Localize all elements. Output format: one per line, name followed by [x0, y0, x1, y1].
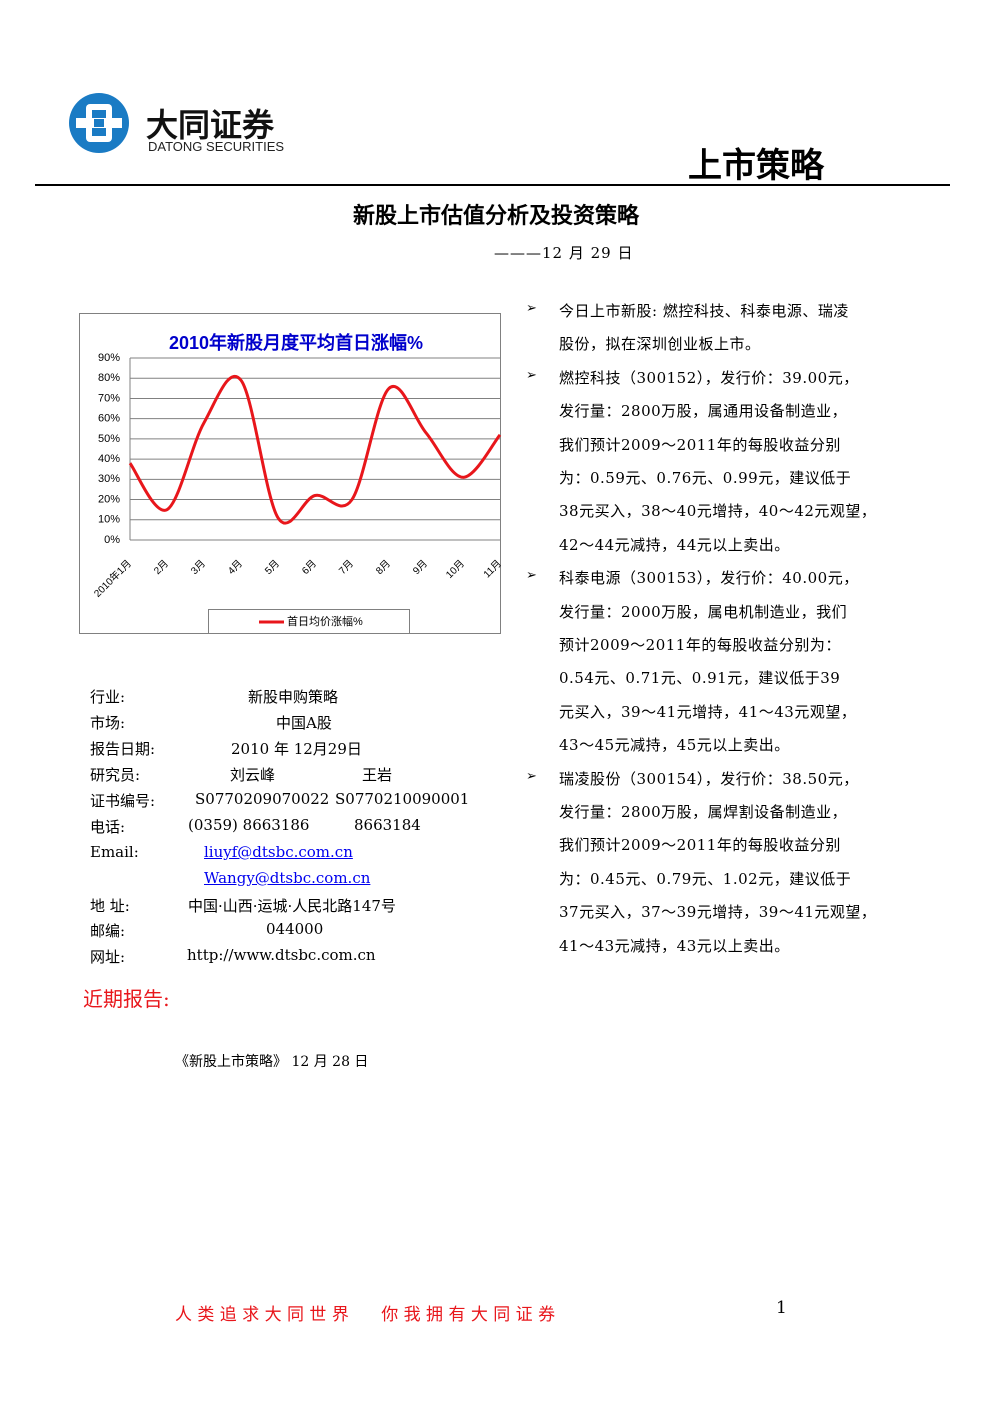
header-rule	[35, 184, 950, 186]
info-value: (0359) 8663186	[188, 816, 310, 834]
company-name: 大同证券	[146, 106, 275, 144]
bullet-line: 燃控科技（300152），发行价：39.00元，	[559, 368, 859, 387]
info-value: Wangy@dtsbc.com.cn	[204, 869, 371, 887]
info-value: S0770210090001	[335, 790, 470, 808]
bullet-line: 43～45元减持，45元以上卖出。	[559, 736, 790, 755]
info-label: 报告日期:	[90, 740, 156, 758]
info-label: 邮编:	[90, 922, 126, 940]
y-tick-label: 90%	[98, 352, 120, 364]
y-tick-label: 30%	[98, 473, 120, 485]
chart-frame	[79, 313, 501, 634]
bullet-line: 股份，拟在深圳创业板上市。	[559, 335, 761, 354]
bullet-line: 元买入，39～41元增持，41～43元观望，	[559, 702, 857, 721]
bullet-line: 37元买入，37～39元增持，39～41元观望，	[559, 903, 877, 922]
info-value: S0770209070022	[195, 790, 330, 808]
y-tick-label: 70%	[98, 392, 120, 404]
bullet-line: 发行量：2800万股，属通用设备制造业，	[559, 402, 848, 421]
y-tick-label: 80%	[98, 372, 120, 384]
bullet-marker: ➢	[526, 568, 537, 584]
data-line	[128, 375, 502, 525]
info-label: Email:	[90, 843, 139, 861]
y-tick-label: 60%	[98, 413, 120, 425]
bullet-line: 科泰电源（300153），发行价：40.00元，	[559, 569, 859, 588]
recent-heading: 近期报告:	[83, 987, 170, 1011]
report-title: 新股上市估值分析及投资策略	[352, 203, 639, 229]
bullet-marker: ➢	[526, 301, 537, 316]
recent-item: 《新股上市策略》 12 月 28 日	[175, 1054, 369, 1070]
info-label: 网址:	[90, 948, 126, 966]
info-value: 044000	[266, 920, 324, 938]
report-date: ———12 月 29 日	[494, 244, 634, 262]
chart-title: 2010年新股月度平均首日涨幅%	[169, 332, 423, 353]
section-title: 上市策略	[688, 146, 824, 186]
bullet-line: 42～44元减持，44元以上卖出。	[559, 535, 790, 554]
bullet-line: 41～43元减持，43元以上卖出。	[559, 936, 790, 955]
info-label: 市场:	[90, 714, 126, 732]
info-value: 中国A股	[276, 714, 332, 732]
bullet-line: 0.54元、0.71元、0.91元，建议低于39	[559, 669, 841, 688]
bullet-line: 38元买入，38～40元增持，40～42元观望，	[559, 502, 877, 521]
legend-box	[208, 609, 410, 634]
info-label: 研究员:	[90, 766, 141, 784]
bullet-line: 瑞凌股份（300154），发行价：38.50元，	[559, 769, 859, 788]
info-label: 地 址:	[90, 897, 130, 915]
bullet-marker: ➢	[526, 367, 537, 383]
info-value: liuyf@dtsbc.com.cn	[204, 843, 353, 861]
bullet-line: 我们预计2009～2011年的每股收益分别	[559, 836, 841, 855]
y-tick-label: 40%	[98, 453, 120, 465]
info-value: 王岩	[362, 766, 393, 784]
bullet-line: 发行量：2800万股，属焊割设备制造业，	[559, 803, 848, 821]
bullet-marker: ➢	[526, 768, 537, 784]
bullet-line: 今日上市新股: 燃控科技、科泰电源、瑞凌	[559, 302, 849, 320]
bullet-line: 为：0.59元、0.76元、0.99元，建议低于	[559, 469, 852, 487]
bullet-line: 我们预计2009～2011年的每股收益分别	[559, 435, 841, 454]
info-label: 电话:	[90, 818, 126, 836]
y-tick-label: 0%	[104, 534, 120, 546]
y-tick-label: 10%	[98, 514, 120, 526]
company-name-en: DATONG SECURITIES	[148, 139, 285, 154]
bullet-line: 为：0.45元、0.79元、1.02元，建议低于	[559, 869, 852, 888]
page-number: 1	[776, 1298, 787, 1318]
bullet-line: 发行量：2000万股，属电机制造业，我们	[559, 602, 848, 621]
info-value: http://www.dtsbc.com.cn	[187, 946, 376, 964]
info-label: 证书编号:	[90, 792, 156, 810]
info-label: 行业:	[90, 688, 126, 706]
info-value: 2010 年 12月29日	[231, 740, 362, 758]
y-tick-label: 20%	[98, 493, 120, 505]
info-value: 新股申购策略	[248, 688, 339, 706]
info-value: 中国·山西·运城·人民北路147号	[188, 897, 396, 915]
chart: 2010年新股月度平均首日涨幅% 0% 10% 20% 30% 40% 50% 60% 70%…	[79, 313, 502, 634]
info-value: 8663184	[354, 816, 421, 834]
bullet-line: 预计2009～2011年的每股收益分别为：	[559, 636, 841, 654]
info-value: 刘云峰	[230, 766, 276, 784]
legend-label: 首日均价涨幅%	[287, 614, 363, 628]
y-tick-label: 50%	[98, 433, 120, 445]
logo-mark	[69, 93, 129, 153]
footer-slogan: 人 类 追 求 大 同 世 界 你 我 拥 有 大 同 证 券	[175, 1305, 556, 1325]
